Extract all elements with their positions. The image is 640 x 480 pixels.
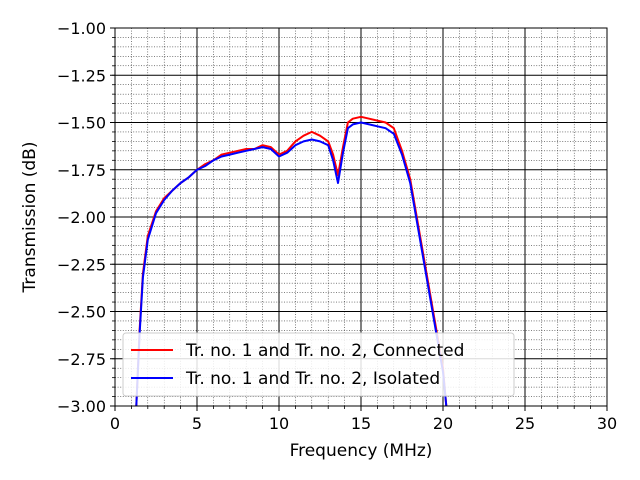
series-layer bbox=[135, 115, 448, 406]
y-tick-label: −1.00 bbox=[57, 19, 106, 38]
y-tick-label: −2.25 bbox=[57, 255, 106, 274]
x-tick-label: 25 bbox=[515, 414, 535, 433]
x-tick-label: 20 bbox=[433, 414, 453, 433]
y-tick-label: −3.00 bbox=[57, 397, 106, 416]
legend-label-2: Tr. no. 1 and Tr. no. 2, Isolated bbox=[185, 369, 440, 389]
x-tick-label: 10 bbox=[269, 414, 289, 433]
y-tick-label: −1.50 bbox=[57, 114, 106, 133]
x-tick-label: 15 bbox=[351, 414, 371, 433]
legend-box bbox=[122, 332, 515, 397]
legend-label-1: Tr. no. 1 and Tr. no. 2, Connected bbox=[185, 341, 464, 361]
y-tick-label: −2.50 bbox=[57, 303, 106, 322]
x-axis-ticks: 0 5 10 15 20 25 30 bbox=[110, 406, 617, 433]
y-axis-label: Transmission (dB) bbox=[20, 142, 40, 294]
x-tick-label: 30 bbox=[597, 414, 617, 433]
y-tick-label: −2.00 bbox=[57, 208, 106, 227]
y-axis-ticks: −3.00 −2.75 −2.50 −2.25 −2.00 −1.75 −1.50 −1.25… bbox=[57, 19, 115, 416]
x-tick-label: 5 bbox=[192, 414, 202, 433]
y-tick-label: −1.75 bbox=[57, 161, 106, 180]
x-tick-label: 0 bbox=[110, 414, 120, 433]
y-tick-label: −2.75 bbox=[57, 350, 106, 369]
legend: Tr. no. 1 and Tr. no. 2, Connected Tr. no… bbox=[122, 332, 515, 397]
series-line-2 bbox=[135, 121, 448, 406]
y-tick-label: −1.25 bbox=[57, 66, 106, 85]
x-axis-label: Frequency (MHz) bbox=[290, 441, 433, 461]
